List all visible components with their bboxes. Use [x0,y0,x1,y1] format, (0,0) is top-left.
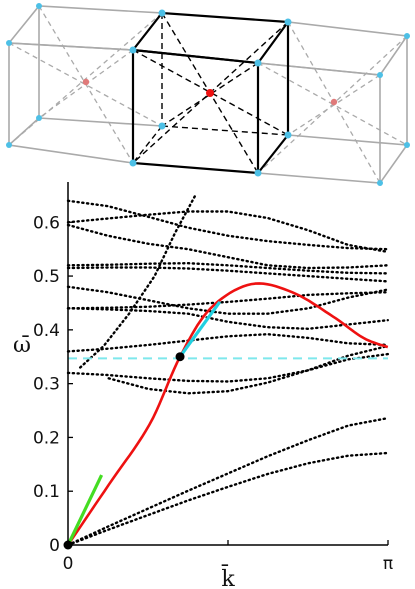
lattice-node [129,46,137,54]
right-cell-front-face [257,62,381,184]
y-tick-label: 0.1 [33,482,60,502]
right-cell-top-face [256,21,409,76]
lattice-node [404,142,410,148]
lattice-node [36,115,42,121]
y-axis-label: ω̄ [13,333,31,358]
right-cell-bottom-edge [379,144,408,184]
left-diagonal-1 [8,42,163,127]
center-hidden-edge-2 [161,125,289,136]
black-point-2 [175,352,185,362]
center-diagonal-3 [161,62,259,127]
x-axis-label: k̄ [221,564,235,589]
center-cell-right-bottom-edge [257,134,289,174]
dotted-band-1 [66,451,389,547]
center-cell-top-face [130,11,291,65]
lattice-node [377,72,383,78]
x-tick-label: π [383,554,393,574]
dotted-band-13 [66,199,389,251]
lattice-node [36,3,42,9]
lattice-node [6,142,12,148]
lattice-node [404,33,410,39]
left-cell-bottom-back-edge [38,117,163,127]
lattice-node [284,18,292,26]
lattice-node [377,180,383,186]
right-cell-bottom-back-edge [287,134,408,146]
cyan-tangent-line [178,300,222,358]
y-tick-label: 0.4 [33,321,60,341]
dotted-band-3 [66,352,389,383]
dotted-band-2 [66,416,389,547]
lattice-node [6,40,12,46]
left-center-atom [82,78,90,86]
y-axis-ticks: 0 0.1 0.2 0.3 0.4 0.5 0.6 [33,213,73,556]
dotted-band-9 [66,266,389,283]
x-tick-label: 0 [63,554,74,574]
y-tick-label: 0.6 [33,213,60,233]
y-tick-label: 0 [49,536,60,556]
dotted-band-11 [66,223,389,270]
dotted-band-6 [66,307,389,331]
dotted-bands [66,194,389,547]
lattice-diagram [6,3,410,186]
dotted-band-5 [66,332,389,353]
dotted-band-14 [78,194,197,369]
y-tick-label: 0.2 [33,428,60,448]
dotted-band-4 [107,344,389,395]
lattice-node [254,59,262,67]
right-center-atom [330,98,338,106]
lattice-node [129,159,137,167]
y-tick-label: 0.5 [33,267,60,287]
y-tick-label: 0.3 [33,375,60,395]
lattice-node [254,169,262,177]
lattice-node [158,122,166,130]
dotted-band-8 [66,285,389,315]
dotted-band-12 [66,210,389,254]
left-cell-front-face [8,42,134,164]
center-hidden-edge-3 [132,125,163,164]
center-atom [206,89,214,97]
lattice-nodes [6,3,410,186]
red-dispersion-curve [66,282,389,546]
lattice-node [284,131,292,139]
dotted-band-7 [66,291,389,310]
lattice-node [158,9,166,17]
dotted-band-10 [66,261,389,275]
green-tangent-line [66,474,104,546]
